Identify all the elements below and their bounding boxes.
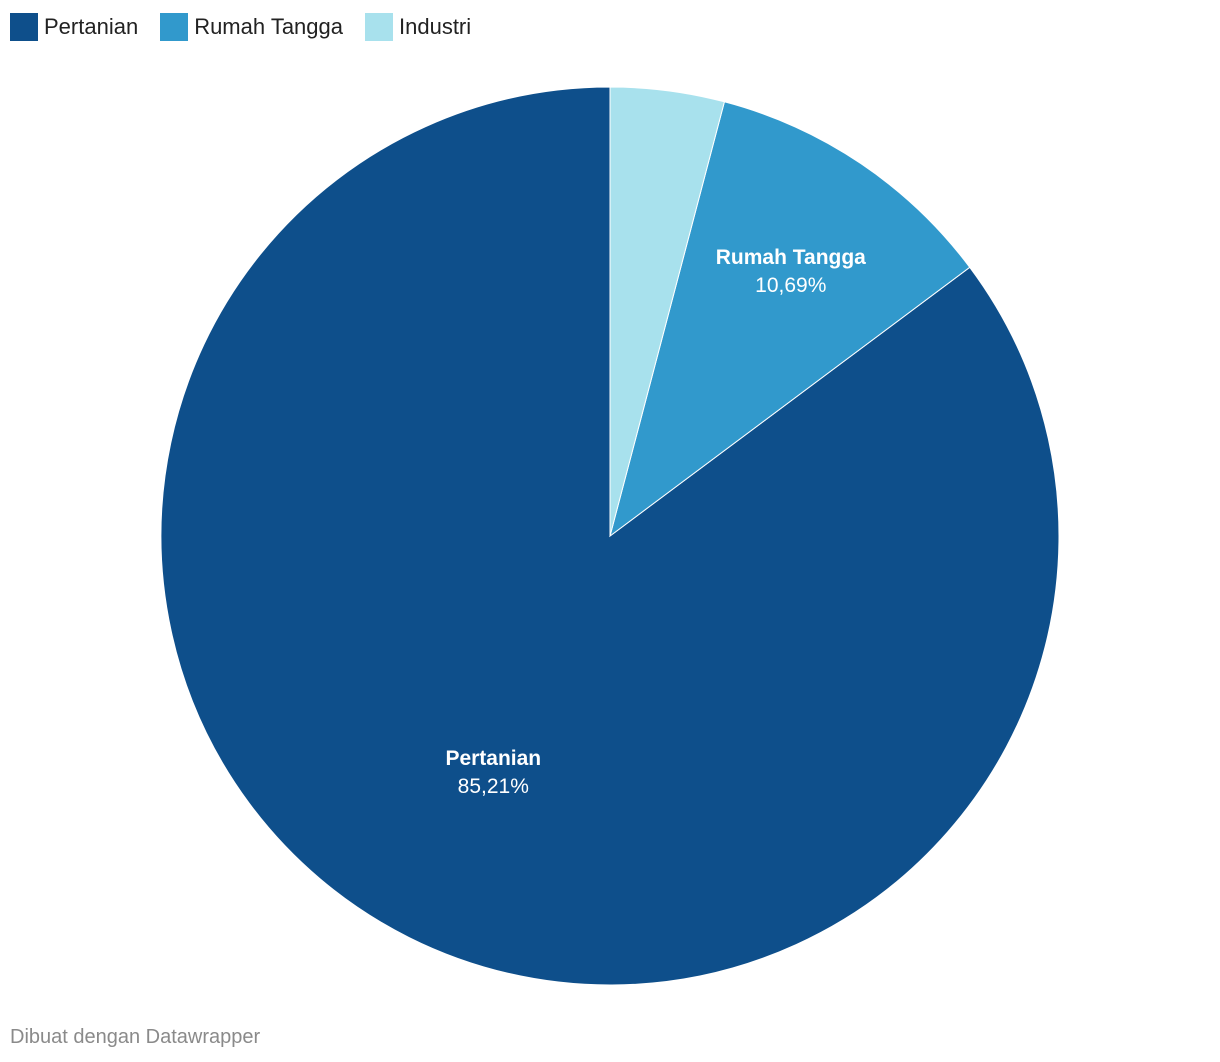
legend-swatch-industri <box>365 13 393 41</box>
chart-legend: Pertanian Rumah Tangga Industri <box>10 12 493 42</box>
slice-value-pertanian: 85,21% <box>458 775 529 798</box>
pie-slice-rumah-tangga <box>609 101 971 538</box>
legend-swatch-rumah-tangga <box>160 13 189 41</box>
slice-label-pertanian: Pertanian <box>445 747 541 770</box>
legend-item-rumah-tangga: Rumah Tangga <box>160 13 343 41</box>
legend-item-industri: Industri <box>365 13 471 41</box>
pie-slice-industri <box>609 86 726 537</box>
slice-label-rumah-tangga: Rumah Tangga <box>716 246 866 269</box>
legend-label-industri: Industri <box>399 14 472 39</box>
footer-credit: Dibuat dengan Datawrapper <box>10 1026 261 1048</box>
legend-label-pertanian: Pertanian <box>44 14 139 39</box>
legend-item-pertanian: Pertanian <box>10 13 138 41</box>
legend-label-rumah-tangga: Rumah Tangga <box>194 14 343 39</box>
legend-swatch-pertanian <box>10 13 38 41</box>
slice-value-rumah-tangga: 10,69% <box>755 274 826 297</box>
